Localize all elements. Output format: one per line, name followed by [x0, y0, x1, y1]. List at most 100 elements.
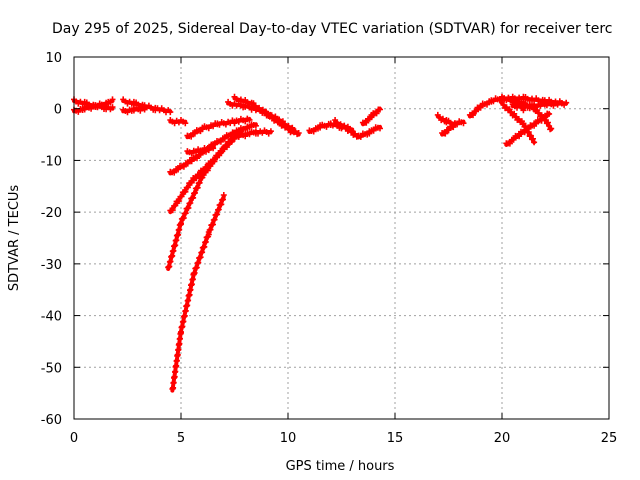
y-tick-label: -60 — [41, 413, 62, 428]
data-point-marker — [216, 152, 223, 159]
data-point-marker — [516, 132, 523, 139]
data-point-marker — [227, 132, 234, 139]
data-point-marker — [368, 114, 375, 121]
data-point-marker — [184, 160, 191, 167]
data-point-marker — [220, 192, 227, 198]
data-point-marker — [169, 207, 176, 214]
y-tick-label: 0 — [54, 103, 62, 118]
data-point-marker — [109, 104, 116, 111]
data-point-marker — [370, 127, 377, 134]
data-point-marker — [545, 119, 551, 126]
data-point-marker — [538, 117, 545, 124]
data-point-marker — [510, 136, 517, 143]
data-point-marker — [191, 130, 198, 137]
x-tick-label: 20 — [494, 431, 511, 446]
y-tick-label: -30 — [41, 258, 62, 273]
series-arc-18 — [439, 120, 458, 137]
plot-frame — [73, 56, 610, 420]
data-point-marker — [107, 99, 114, 106]
x-tick-label: 10 — [280, 431, 297, 446]
data-point-marker — [366, 130, 373, 137]
data-point-marker — [289, 128, 296, 135]
data-point-marker — [205, 231, 212, 238]
data-point-marker — [377, 106, 383, 113]
data-point-marker — [182, 210, 189, 217]
data-point-marker — [246, 124, 253, 131]
data-point-marker — [295, 130, 302, 136]
data-point-marker — [548, 125, 555, 132]
data-point-marker — [214, 211, 221, 218]
data-point-marker — [194, 155, 200, 162]
data-point-marker — [500, 102, 507, 108]
data-point-marker — [530, 135, 536, 142]
data-point-marker — [178, 193, 185, 200]
data-point-marker — [221, 135, 228, 142]
data-point-marker — [477, 103, 484, 110]
series-arc-13 — [231, 93, 296, 136]
data-point-marker — [188, 178, 195, 185]
grid-layer — [74, 57, 609, 419]
data-point-marker — [515, 116, 522, 122]
data-point-marker — [182, 120, 189, 127]
data-point-marker — [210, 145, 217, 152]
data-point-marker — [527, 132, 534, 139]
data-point-marker — [200, 167, 207, 174]
data-point-marker — [460, 120, 467, 127]
data-point-marker — [180, 163, 187, 170]
series-arc-22 — [503, 110, 553, 147]
data-point-marker — [190, 194, 197, 201]
data-point-marker — [546, 110, 553, 117]
data-point-marker — [223, 144, 230, 151]
data-point-marker — [103, 102, 110, 109]
data-point-marker — [267, 128, 274, 135]
data-point-marker — [473, 108, 479, 115]
data-point-marker — [182, 188, 189, 195]
data-point-marker — [192, 189, 198, 196]
data-point-marker — [188, 133, 195, 140]
data-point-marker — [531, 139, 538, 146]
data-point-marker — [171, 169, 178, 176]
x-axis-label: GPS time / hours — [286, 459, 395, 474]
data-point-marker — [187, 200, 194, 206]
series-arc-16 — [359, 106, 383, 127]
data-point-marker — [542, 114, 549, 121]
data-point-marker — [506, 140, 513, 147]
y-tick-label: -20 — [41, 206, 62, 221]
data-point-marker — [193, 175, 200, 182]
x-tick-label: 25 — [601, 431, 618, 446]
data-point-marker — [175, 166, 182, 173]
series-arc-5 — [167, 117, 189, 127]
data-point-marker — [242, 126, 249, 133]
x-tick-label: 15 — [387, 431, 404, 446]
data-point-marker — [506, 106, 513, 113]
data-point-marker — [450, 124, 457, 131]
data-point-marker — [180, 215, 187, 221]
chart-title: Day 295 of 2025, Sidereal Day-to-day VTE… — [52, 21, 612, 37]
series-arc-4 — [120, 104, 148, 116]
data-point-marker — [310, 128, 317, 135]
data-point-marker — [226, 139, 233, 146]
data-point-marker — [208, 160, 215, 167]
data-point-marker — [204, 164, 210, 171]
data-point-marker — [525, 125, 532, 132]
data-point-marker — [533, 120, 539, 127]
data-point-marker — [235, 128, 242, 135]
data-point-marker — [373, 110, 380, 117]
data-point-marker — [558, 100, 565, 107]
marks-layer — [71, 93, 570, 393]
data-point-marker — [188, 158, 195, 165]
y-axis-label: SDTVAR / TECUs — [7, 185, 22, 292]
data-point-marker — [219, 148, 226, 155]
data-point-marker — [211, 156, 218, 163]
data-point-marker — [217, 138, 224, 145]
series-arc-24 — [509, 99, 565, 111]
series-arc-15 — [332, 117, 383, 140]
data-point-marker — [442, 130, 449, 137]
data-point-marker — [196, 179, 203, 186]
series-arc-11 — [184, 115, 253, 140]
data-point-marker — [185, 204, 192, 211]
y-tick-label: -50 — [41, 361, 62, 376]
data-point-marker — [109, 96, 116, 103]
data-point-marker — [445, 127, 452, 134]
